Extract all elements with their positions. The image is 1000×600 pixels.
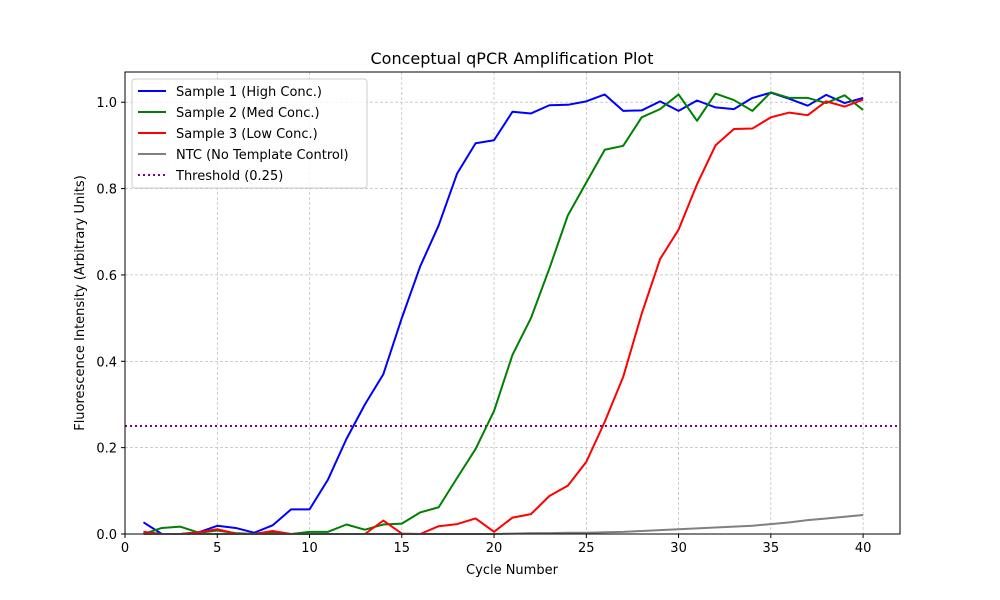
y-tick-label: 0.8 — [96, 183, 117, 198]
y-tick-label: 1.0 — [96, 96, 117, 111]
series-line-sample-3 — [143, 98, 864, 535]
x-axis-ticks: 0 5 10 15 20 25 30 35 40 — [121, 534, 872, 556]
x-tick-label: 0 — [121, 541, 129, 556]
legend-label-sample-2: Sample 2 (Med Conc.) — [176, 106, 320, 121]
legend-label-sample-1: Sample 1 (High Conc.) — [176, 85, 322, 100]
x-tick-label: 25 — [578, 541, 595, 556]
x-tick-label: 40 — [855, 541, 872, 556]
legend: Sample 1 (High Conc.) Sample 2 (Med Conc… — [131, 78, 368, 189]
legend-label-sample-3: Sample 3 (Low Conc.) — [176, 127, 318, 142]
y-tick-label: 0.0 — [96, 528, 117, 543]
y-axis-ticks: 0.0 0.2 0.4 0.6 0.8 1.0 — [96, 96, 125, 543]
x-tick-label: 5 — [213, 541, 221, 556]
legend-label-ntc: NTC (No Template Control) — [176, 148, 349, 163]
legend-label-threshold: Threshold (0.25) — [175, 169, 283, 184]
legend-box — [131, 78, 368, 189]
x-axis-label: Cycle Number — [466, 563, 559, 578]
y-tick-label: 0.4 — [96, 355, 117, 370]
y-tick-label: 0.2 — [96, 442, 117, 457]
chart-title: Conceptual qPCR Amplification Plot — [371, 49, 654, 68]
grid-lines — [124, 72, 900, 535]
plot-frame — [124, 71, 901, 535]
x-tick-label: 30 — [670, 541, 687, 556]
x-tick-label: 10 — [301, 541, 318, 556]
x-tick-label: 20 — [486, 541, 503, 556]
y-tick-label: 0.6 — [96, 269, 117, 284]
x-tick-label: 15 — [394, 541, 411, 556]
series-line-sample-1 — [142, 91, 864, 535]
x-tick-label: 35 — [763, 541, 780, 556]
y-axis-label: Fluorescence Intensity (Arbitrary Units) — [73, 175, 88, 431]
